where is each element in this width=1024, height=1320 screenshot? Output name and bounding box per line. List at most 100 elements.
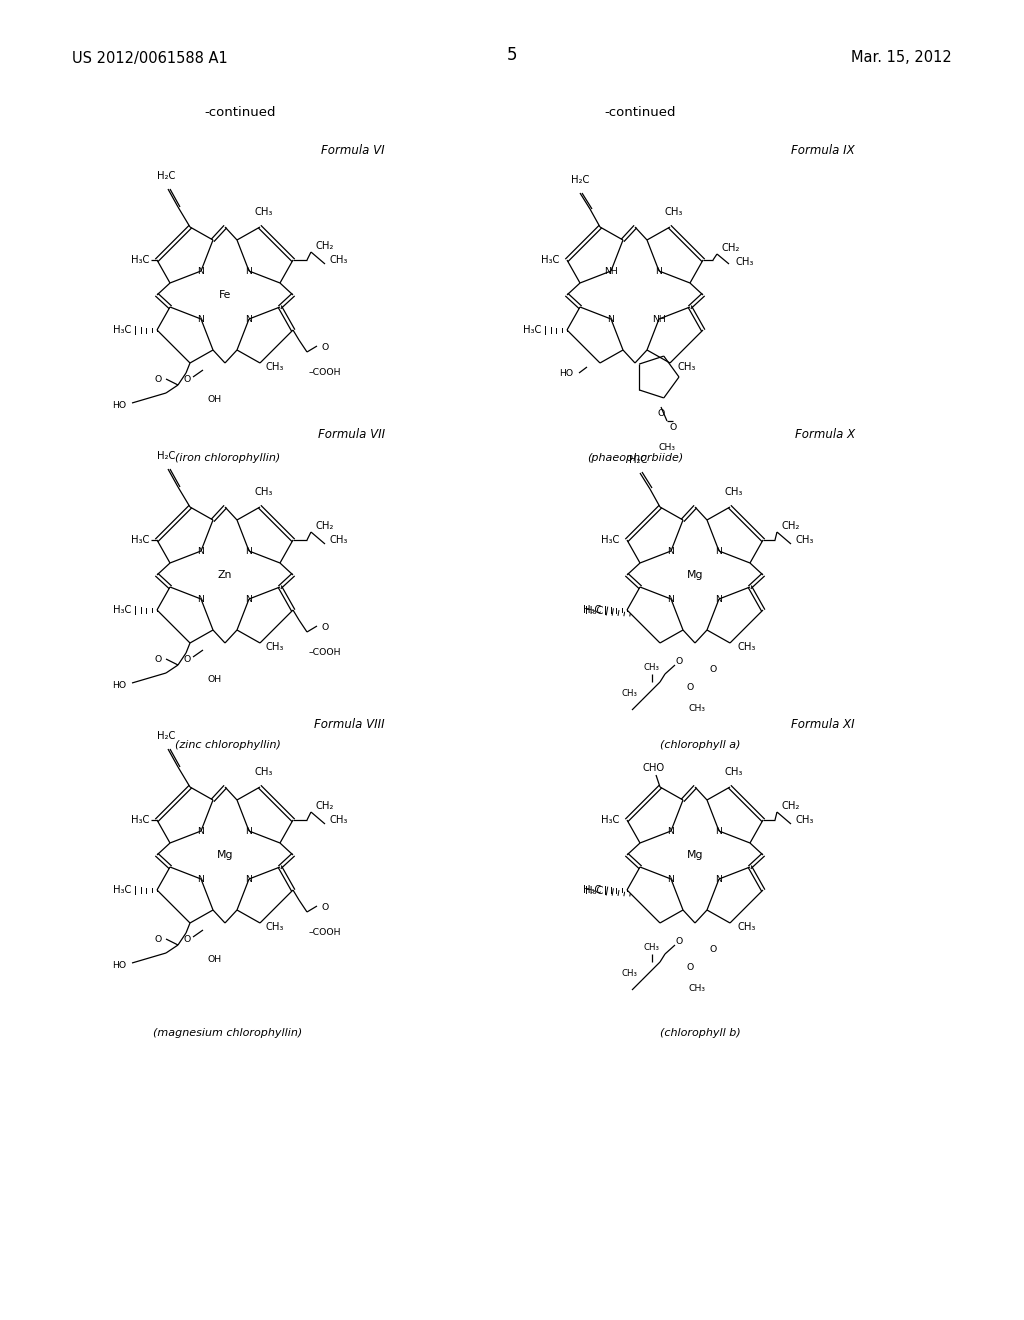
Text: O: O [676, 936, 683, 945]
Text: H₃C: H₃C [583, 884, 601, 895]
Text: N: N [668, 874, 675, 883]
Text: O: O [686, 684, 693, 693]
Text: H₃C: H₃C [541, 255, 559, 265]
Text: (chlorophyll b): (chlorophyll b) [659, 1028, 740, 1038]
Text: 5: 5 [507, 46, 517, 63]
Text: O: O [321, 623, 329, 632]
Text: HO: HO [112, 961, 126, 969]
Text: H₂C: H₂C [570, 176, 589, 185]
Text: OH: OH [208, 954, 222, 964]
Text: H₃C: H₃C [113, 605, 131, 615]
Text: N: N [246, 594, 253, 603]
Text: N: N [668, 594, 675, 603]
Text: H₂C: H₂C [157, 731, 175, 741]
Text: Mar. 15, 2012: Mar. 15, 2012 [851, 50, 952, 66]
Text: -continued: -continued [204, 106, 275, 119]
Text: H₃C: H₃C [601, 814, 618, 825]
Text: O: O [155, 375, 162, 384]
Text: HO: HO [112, 400, 126, 409]
Text: (magnesium chlorophyllin): (magnesium chlorophyllin) [154, 1028, 303, 1038]
Text: N: N [668, 546, 675, 556]
Text: H₃C: H₃C [585, 886, 603, 896]
Text: Formula VII: Formula VII [317, 429, 385, 441]
Text: CH₃: CH₃ [735, 257, 754, 267]
Text: H₃C: H₃C [113, 884, 131, 895]
Text: O: O [686, 964, 693, 973]
Text: H₃C: H₃C [131, 255, 150, 265]
Text: –COOH: –COOH [309, 368, 341, 378]
Text: N: N [198, 314, 205, 323]
Text: H₃C: H₃C [113, 325, 131, 335]
Text: N: N [198, 594, 205, 603]
Text: CH₃: CH₃ [644, 942, 660, 952]
Text: (zinc chlorophyllin): (zinc chlorophyllin) [175, 741, 281, 750]
Text: NH: NH [604, 267, 617, 276]
Text: H₃C: H₃C [601, 535, 618, 545]
Text: (phaeophorbiide): (phaeophorbiide) [587, 453, 683, 463]
Text: CH₃: CH₃ [329, 535, 347, 545]
Text: N: N [198, 546, 205, 556]
Text: O: O [321, 903, 329, 912]
Text: (iron chlorophyllin): (iron chlorophyllin) [175, 453, 281, 463]
Text: CHO: CHO [643, 763, 665, 774]
Text: N: N [716, 826, 723, 836]
Text: O: O [155, 655, 162, 664]
Text: Formula X: Formula X [795, 429, 855, 441]
Text: Fe: Fe [219, 290, 231, 300]
Text: CH₃: CH₃ [255, 207, 273, 216]
Text: CH₃: CH₃ [725, 487, 743, 498]
Text: OH: OH [208, 675, 222, 684]
Text: N: N [198, 874, 205, 883]
Text: O: O [676, 656, 683, 665]
Text: H₃C: H₃C [522, 325, 541, 335]
Text: N: N [607, 314, 614, 323]
Text: CH₃: CH₃ [644, 663, 660, 672]
Text: N: N [668, 826, 675, 836]
Text: CH₃: CH₃ [795, 535, 813, 545]
Text: N: N [246, 874, 253, 883]
Text: O: O [321, 343, 329, 352]
Text: Formula VIII: Formula VIII [314, 718, 385, 731]
Text: CH₃: CH₃ [738, 921, 757, 932]
Text: O: O [710, 665, 717, 675]
Text: –COOH: –COOH [309, 928, 341, 937]
Text: CH₃: CH₃ [795, 814, 813, 825]
Text: H₃C: H₃C [131, 814, 150, 825]
Text: CH₂: CH₂ [315, 521, 334, 531]
Text: CH₃: CH₃ [329, 814, 347, 825]
Text: NH: NH [652, 314, 666, 323]
Text: O: O [155, 935, 162, 944]
Text: CH₃: CH₃ [658, 444, 676, 451]
Text: –COOH: –COOH [309, 648, 341, 657]
Text: N: N [198, 267, 205, 276]
Text: N: N [198, 826, 205, 836]
Text: CH₃: CH₃ [266, 362, 285, 372]
Text: CH₃: CH₃ [255, 767, 273, 777]
Text: HO: HO [112, 681, 126, 689]
Text: H₂C: H₂C [629, 455, 647, 465]
Text: H₃C: H₃C [131, 535, 150, 545]
Text: CH₃: CH₃ [688, 704, 706, 713]
Text: O: O [710, 945, 717, 954]
Text: OH: OH [208, 395, 222, 404]
Text: H₂C: H₂C [157, 451, 175, 461]
Text: CH₂: CH₂ [781, 521, 800, 531]
Text: CH₂: CH₂ [781, 801, 800, 810]
Text: N: N [246, 546, 253, 556]
Text: CH₃: CH₃ [255, 487, 273, 498]
Text: H₂C: H₂C [157, 172, 175, 181]
Text: N: N [246, 314, 253, 323]
Text: CH₃: CH₃ [329, 255, 347, 265]
Text: O: O [183, 936, 190, 945]
Text: N: N [716, 594, 723, 603]
Text: N: N [655, 267, 663, 276]
Text: N: N [246, 267, 253, 276]
Text: CH₂: CH₂ [721, 243, 739, 253]
Text: N: N [716, 546, 723, 556]
Text: CH₂: CH₂ [315, 242, 334, 251]
Text: Mg: Mg [687, 570, 703, 579]
Text: H₃C: H₃C [583, 605, 601, 615]
Text: CH₃: CH₃ [665, 207, 683, 216]
Text: H₃C: H₃C [585, 606, 603, 616]
Text: CH₃: CH₃ [266, 921, 285, 932]
